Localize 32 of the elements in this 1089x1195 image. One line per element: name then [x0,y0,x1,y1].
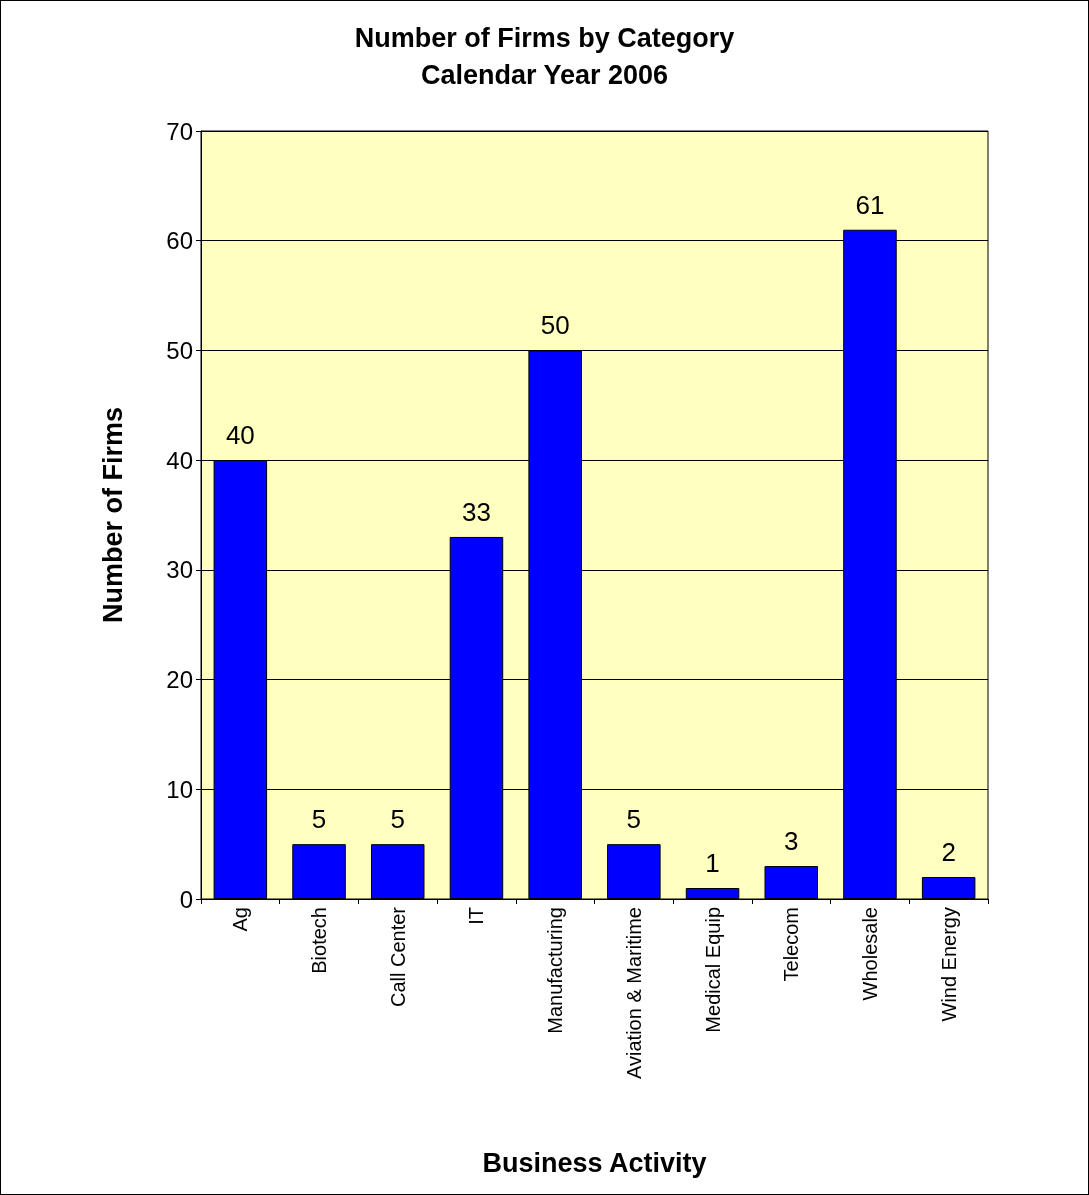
x-tick-label: Telecom [780,907,803,982]
x-tick-label: Ag [229,907,252,932]
data-label: 33 [461,496,491,527]
x-tick-label: Biotech [308,907,331,974]
y-tick-label: 50 [166,336,193,364]
y-tick-label: 70 [166,117,193,145]
y-tick-label: 40 [166,446,193,474]
data-label: 3 [784,826,799,857]
y-tick-label: 0 [179,885,193,913]
x-axis-title: Business Activity [482,1147,707,1178]
x-tick-label: IT [465,907,488,925]
x-tick-label: Call Center [386,906,409,1008]
y-axis-title: Number of Firms [97,406,128,624]
chart-title: Number of Firms by Category [354,22,735,53]
y-tick-label: 10 [166,775,193,803]
data-label: 40 [225,420,255,451]
x-tick-label: Wholesale [858,907,881,1001]
x-tick-label: Wind Energy [937,907,960,1022]
chart-subtitle: Calendar Year 2006 [420,59,669,90]
data-label: 5 [390,804,405,835]
data-label: 5 [311,804,327,835]
x-tick-label: Aviation & Maritime [622,907,645,1079]
data-label: 2 [941,837,956,868]
y-tick-label: 30 [166,556,193,584]
data-label: 5 [626,804,642,835]
data-label: 50 [540,310,570,341]
y-tick-label: 60 [166,227,193,255]
x-tick-label: Manufacturing [544,907,567,1034]
data-label: 61 [855,189,885,220]
y-tick-label: 20 [166,666,193,694]
data-label: 1 [705,848,720,879]
x-tick-label: Medical Equip [701,907,724,1033]
